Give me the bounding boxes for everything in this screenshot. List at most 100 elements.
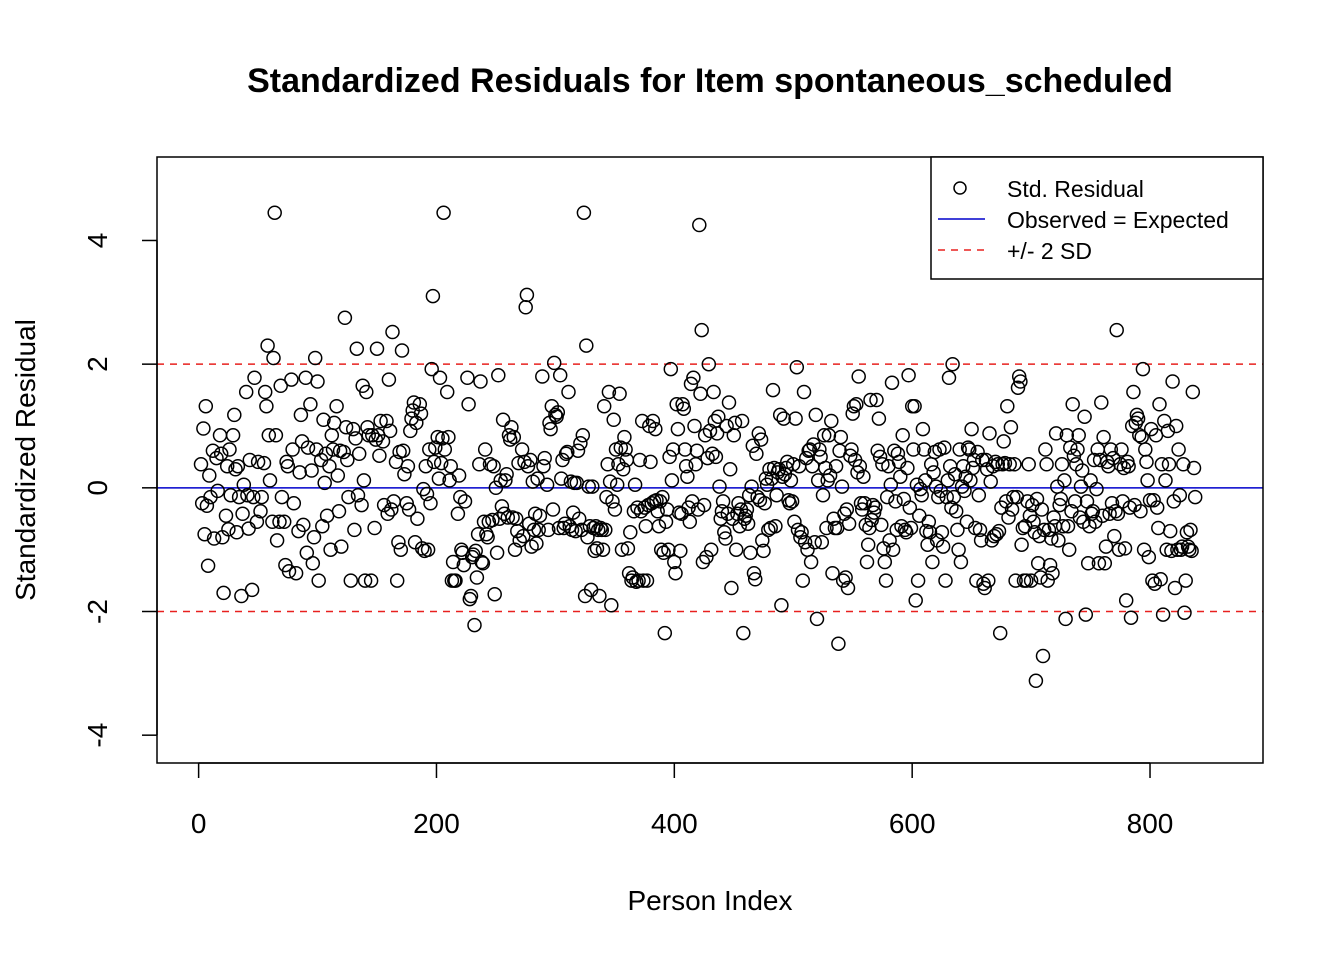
data-point [851,369,866,384]
data-point [895,428,910,443]
data-point [242,452,258,468]
data-point [843,448,858,463]
data-point [844,442,859,457]
data-point [661,542,676,557]
data-point [1107,528,1122,544]
x-tick-label: 400 [651,808,698,839]
data-point [966,452,982,468]
data-point [682,514,698,530]
data-point [626,504,642,519]
data-point [414,541,430,556]
data-point [303,397,318,412]
data-point [768,518,783,534]
data-point [238,384,254,400]
data-point [1026,514,1041,530]
data-point [1138,442,1153,457]
data-point [1007,457,1022,472]
data-point [442,473,457,488]
data-point [953,554,969,570]
data-point [1157,413,1172,429]
data-point [717,525,732,540]
data-point [934,525,950,540]
data-point [1000,398,1015,414]
data-point [406,395,422,410]
data-point [341,489,356,505]
data-point [579,338,594,353]
data-point [753,432,769,447]
data-point [310,374,325,389]
data-point [234,588,249,604]
data-point [884,375,900,390]
data-point [561,384,576,400]
data-point [916,442,932,457]
data-point [399,496,414,511]
data-point [467,617,482,633]
data-point [749,446,764,462]
data-point [349,341,365,356]
data-point [908,593,923,608]
data-point [1011,369,1027,384]
data-point [800,542,815,557]
data-point [276,514,292,530]
data-point [948,504,964,519]
data-point [678,458,694,474]
legend: Std. Residual Observed = Expected +/- 2 … [930,156,1264,280]
data-point [545,502,561,517]
data-point [687,418,702,434]
data-point [889,522,904,538]
data-point [300,440,316,455]
data-point [1070,442,1085,457]
data-point [257,384,273,400]
data-point [1186,460,1202,476]
data-point [1111,542,1127,557]
data-point [834,479,850,494]
data-point [1142,492,1158,508]
chart-title: Standardized Residuals for Item spontane… [247,62,1173,100]
data-point [775,469,790,484]
data-point [782,496,797,511]
data-point [1145,573,1160,588]
data-point [235,506,250,522]
data-point [796,384,812,400]
data-point [199,498,215,514]
data-point [1141,549,1157,565]
data-point [340,452,355,468]
data-point [1133,504,1148,519]
data-point [912,508,927,523]
data-point [756,543,771,559]
data-point [797,534,813,550]
data-point [487,586,502,602]
data-point [422,442,437,457]
data-point [1091,556,1107,571]
data-point [498,473,513,488]
data-point [605,494,620,509]
data-point [757,496,772,511]
data-point [1184,543,1199,559]
data-point [488,480,504,496]
data-point [958,469,973,484]
data-point [706,384,721,400]
data-point [416,481,431,497]
y-tick-label: 0 [82,480,113,496]
data-point [535,369,550,384]
data-point [1063,440,1078,455]
data-point [866,505,882,520]
data-point [638,518,654,534]
data-point [259,398,274,414]
data-point [262,473,278,488]
data-point [1027,525,1042,540]
data-point [648,421,663,437]
data-point [663,361,679,377]
data-point [1053,491,1069,507]
data-point [874,517,889,533]
data-point [229,525,244,540]
data-point [254,489,269,505]
data-point [469,570,485,585]
data-point [814,534,830,550]
data-point [497,506,512,522]
data-point [531,522,546,538]
data-point [1023,573,1039,588]
data-point [382,423,398,439]
data-point [372,448,387,463]
legend-label-residual: Std. Residual [1007,176,1144,202]
